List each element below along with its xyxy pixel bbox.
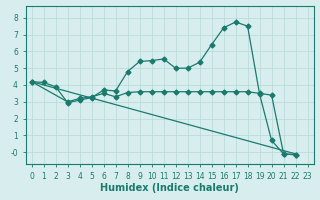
X-axis label: Humidex (Indice chaleur): Humidex (Indice chaleur): [100, 183, 239, 193]
